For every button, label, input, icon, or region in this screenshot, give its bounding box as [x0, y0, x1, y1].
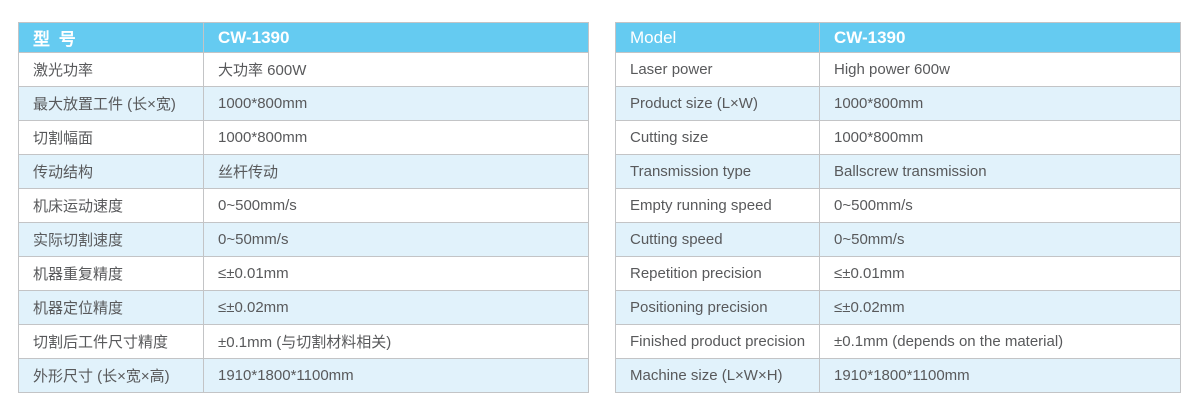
table-row: 机器重复精度 ≤±0.01mm — [18, 256, 589, 291]
spec-label-cell: 实际切割速度 — [18, 222, 204, 257]
spec-label-cell: Repetition precision — [615, 256, 820, 291]
table-row: Transmission type Ballscrew transmission — [615, 154, 1181, 189]
table-row: Cutting size 1000*800mm — [615, 120, 1181, 155]
spec-value-cell: 1000*800mm — [819, 120, 1181, 155]
spec-label-cell: Finished product precision — [615, 324, 820, 359]
spec-label-cell: Product size (L×W) — [615, 86, 820, 121]
spec-table-cn: 型 号 CW-1390 激光功率 大功率 600W 最大放置工件 (长×宽) 1… — [18, 22, 589, 393]
table-row: 切割后工件尺寸精度 ±0.1mm (与切割材料相关) — [18, 324, 589, 359]
model-header-label: 型 号 — [18, 22, 204, 53]
spec-label-cell: 激光功率 — [18, 52, 204, 87]
spec-value-cell: ±0.1mm (depends on the material) — [819, 324, 1181, 359]
spec-value-cell: Ballscrew transmission — [819, 154, 1181, 189]
spec-value-cell: ≤±0.02mm — [203, 290, 589, 325]
table-row: Laser power High power 600w — [615, 52, 1181, 87]
spec-value-cell: 1910*1800*1100mm — [819, 358, 1181, 393]
spec-value-cell: 0~50mm/s — [819, 222, 1181, 257]
spec-label-cell: Cutting size — [615, 120, 820, 155]
spec-label-cell: Positioning precision — [615, 290, 820, 325]
spec-label-cell: 机器定位精度 — [18, 290, 204, 325]
table-header-row: 型 号 CW-1390 — [18, 22, 589, 53]
spec-label-cell: 切割幅面 — [18, 120, 204, 155]
spec-value-cell: 1000*800mm — [203, 120, 589, 155]
table-row: 实际切割速度 0~50mm/s — [18, 222, 589, 257]
spec-label-cell: 机床运动速度 — [18, 188, 204, 223]
spec-value-cell: 1000*800mm — [819, 86, 1181, 121]
spec-label-cell: 最大放置工件 (长×宽) — [18, 86, 204, 121]
table-row: Machine size (L×W×H) 1910*1800*1100mm — [615, 358, 1181, 393]
table-row: Repetition precision ≤±0.01mm — [615, 256, 1181, 291]
spec-value-cell: 1910*1800*1100mm — [203, 358, 589, 393]
table-row: 切割幅面 1000*800mm — [18, 120, 589, 155]
table-row: Cutting speed 0~50mm/s — [615, 222, 1181, 257]
spec-value-cell: 0~50mm/s — [203, 222, 589, 257]
spec-label-cell: Transmission type — [615, 154, 820, 189]
table-row: Positioning precision ≤±0.02mm — [615, 290, 1181, 325]
table-row: 传动结构 丝杆传动 — [18, 154, 589, 189]
model-header-label: Model — [615, 22, 820, 53]
spec-value-cell: ≤±0.02mm — [819, 290, 1181, 325]
spec-value-cell: ±0.1mm (与切割材料相关) — [203, 324, 589, 359]
spec-label-cell: 传动结构 — [18, 154, 204, 189]
table-row: 最大放置工件 (长×宽) 1000*800mm — [18, 86, 589, 121]
model-header-value: CW-1390 — [203, 22, 589, 53]
table-row: 外形尺寸 (长×宽×高) 1910*1800*1100mm — [18, 358, 589, 393]
spec-value-cell: ≤±0.01mm — [203, 256, 589, 291]
table-row: Finished product precision ±0.1mm (depen… — [615, 324, 1181, 359]
table-row: 机床运动速度 0~500mm/s — [18, 188, 589, 223]
spec-label-cell: 外形尺寸 (长×宽×高) — [18, 358, 204, 393]
spec-label-cell: Machine size (L×W×H) — [615, 358, 820, 393]
spec-label-cell: 切割后工件尺寸精度 — [18, 324, 204, 359]
spec-label-cell: 机器重复精度 — [18, 256, 204, 291]
spec-value-cell: 丝杆传动 — [203, 154, 589, 189]
spec-value-cell: ≤±0.01mm — [819, 256, 1181, 291]
spec-value-cell: 1000*800mm — [203, 86, 589, 121]
table-row: Product size (L×W) 1000*800mm — [615, 86, 1181, 121]
table-row: Empty running speed 0~500mm/s — [615, 188, 1181, 223]
spec-value-cell: 0~500mm/s — [203, 188, 589, 223]
spec-label-cell: Empty running speed — [615, 188, 820, 223]
spec-table-en: Model CW-1390 Laser power High power 600… — [615, 22, 1181, 393]
spec-label-cell: Cutting speed — [615, 222, 820, 257]
model-header-value: CW-1390 — [819, 22, 1181, 53]
spec-value-cell: 大功率 600W — [203, 52, 589, 87]
spec-value-cell: High power 600w — [819, 52, 1181, 87]
table-row: 激光功率 大功率 600W — [18, 52, 589, 87]
table-row: 机器定位精度 ≤±0.02mm — [18, 290, 589, 325]
spec-label-cell: Laser power — [615, 52, 820, 87]
table-header-row: Model CW-1390 — [615, 22, 1181, 53]
spec-value-cell: 0~500mm/s — [819, 188, 1181, 223]
